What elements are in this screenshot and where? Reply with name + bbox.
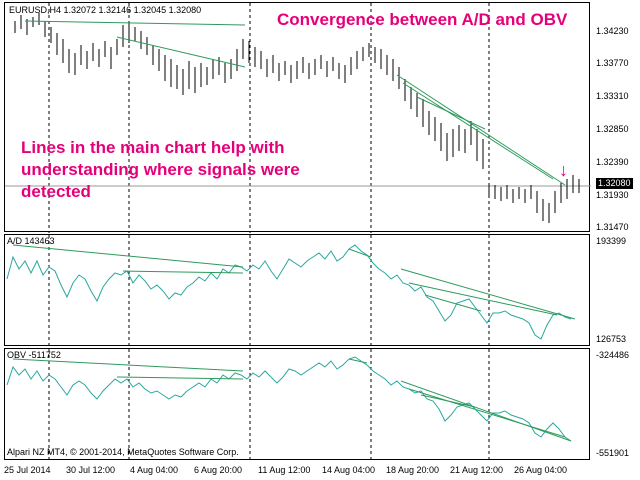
obv-tick: -324486 [596,350,630,360]
ad-plot[interactable]: A/D 143463 [4,234,590,347]
price-trendline [402,82,554,180]
price-tick: 1.34230 [596,26,629,36]
main-chart-plot[interactable]: EURUSD,H4 1.32072 1.32146 1.32045 1.3208… [4,2,591,233]
price-trendline [396,74,566,186]
time-tick: 30 Jul 12:00 [66,465,116,475]
obv-label: OBV -511752 [7,350,61,360]
time-tick: 18 Aug 20:00 [386,465,440,475]
time-tick: 6 Aug 20:00 [194,465,243,475]
obv-trendlines [12,358,572,442]
down-arrow-icon: ↓ [559,160,568,180]
time-axis: 25 Jul 2014 30 Jul 12:00 4 Aug 04:00 6 A… [0,462,640,480]
time-tick: 11 Aug 12:00 [258,465,311,475]
main-chart-pane: EURUSD,H4 1.32072 1.32146 1.32045 1.3208… [0,0,640,233]
price-trendline [24,20,246,26]
price-tick: 1.31930 [596,190,629,200]
copyright-text: Alpari NZ MT4, © 2001-2014, MetaQuotes S… [7,447,239,457]
obv-plot[interactable]: OBV -511752 Alpari NZ MT4, © 2001-2014, … [4,348,590,461]
ad-trendlines [12,244,576,320]
ad-label: A/D 143463 [7,236,55,246]
obv-line [6,356,572,442]
obv-chart-svg [6,349,572,461]
price-tick: 1.33770 [596,58,629,68]
obv-indicator-pane: OBV -511752 Alpari NZ MT4, © 2001-2014, … [0,348,640,461]
price-trendline [416,96,486,130]
ad-tick: 126753 [596,334,627,344]
current-price-box: 1.32080 [596,178,633,189]
time-tick: 21 Aug 12:00 [450,465,504,475]
symbol-label: EURUSD,H4 1.32072 1.32146 1.32045 1.3208… [9,5,202,15]
obv-tick: -551901 [596,448,630,458]
price-tick: 1.32390 [596,157,629,167]
price-tick: 1.33310 [596,91,629,101]
time-tick: 25 Jul 2014 [4,465,51,475]
annotation-note: Lines in the main chart help with unders… [21,138,300,201]
price-axis: 1.34230 1.33770 1.33310 1.32850 1.32390 … [592,2,640,232]
price-trendline [116,36,246,68]
price-tick: 1.31470 [596,222,629,232]
time-tick: 26 Aug 04:00 [514,465,568,475]
price-chart-svg [5,3,591,233]
ad-chart-svg [6,235,576,347]
time-tick: 4 Aug 04:00 [130,465,179,475]
obv-axis: -324486 -551901 [592,348,640,460]
time-tick: 14 Aug 04:00 [322,465,376,475]
candles [14,13,580,223]
ad-tick: 193399 [596,236,627,246]
price-trendlines [24,20,566,186]
ad-axis: 193399 126753 [592,234,640,346]
ad-indicator-pane: A/D 143463 193399 126753 [0,234,640,347]
chart-title: Convergence between A/D and OBV [277,10,568,29]
ad-line [6,244,572,340]
price-tick: 1.32850 [596,124,629,134]
